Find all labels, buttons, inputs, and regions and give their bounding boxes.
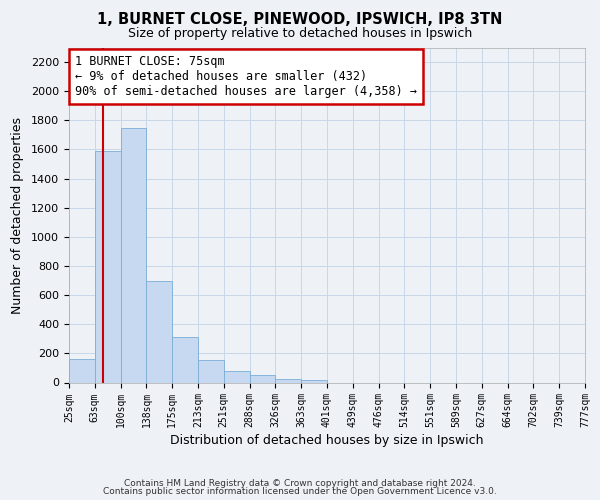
Text: 1, BURNET CLOSE, PINEWOOD, IPSWICH, IP8 3TN: 1, BURNET CLOSE, PINEWOOD, IPSWICH, IP8 … [97, 12, 503, 28]
Text: Size of property relative to detached houses in Ipswich: Size of property relative to detached ho… [128, 28, 472, 40]
Bar [172, 336, 198, 382]
Bar [275, 379, 301, 382]
Bar [121, 128, 146, 382]
Bar [224, 371, 250, 382]
Text: 1 BURNET CLOSE: 75sqm
← 9% of detached houses are smaller (432)
90% of semi-deta: 1 BURNET CLOSE: 75sqm ← 9% of detached h… [74, 55, 416, 98]
X-axis label: Distribution of detached houses by size in Ipswich: Distribution of detached houses by size … [170, 434, 484, 448]
Text: Contains HM Land Registry data © Crown copyright and database right 2024.: Contains HM Land Registry data © Crown c… [124, 478, 476, 488]
Bar [250, 375, 275, 382]
Bar [146, 280, 172, 382]
Text: Contains public sector information licensed under the Open Government Licence v3: Contains public sector information licen… [103, 488, 497, 496]
Y-axis label: Number of detached properties: Number of detached properties [11, 116, 24, 314]
Bar [198, 360, 224, 382]
Bar [69, 359, 95, 382]
Bar [95, 151, 121, 382]
Bar [301, 380, 327, 382]
